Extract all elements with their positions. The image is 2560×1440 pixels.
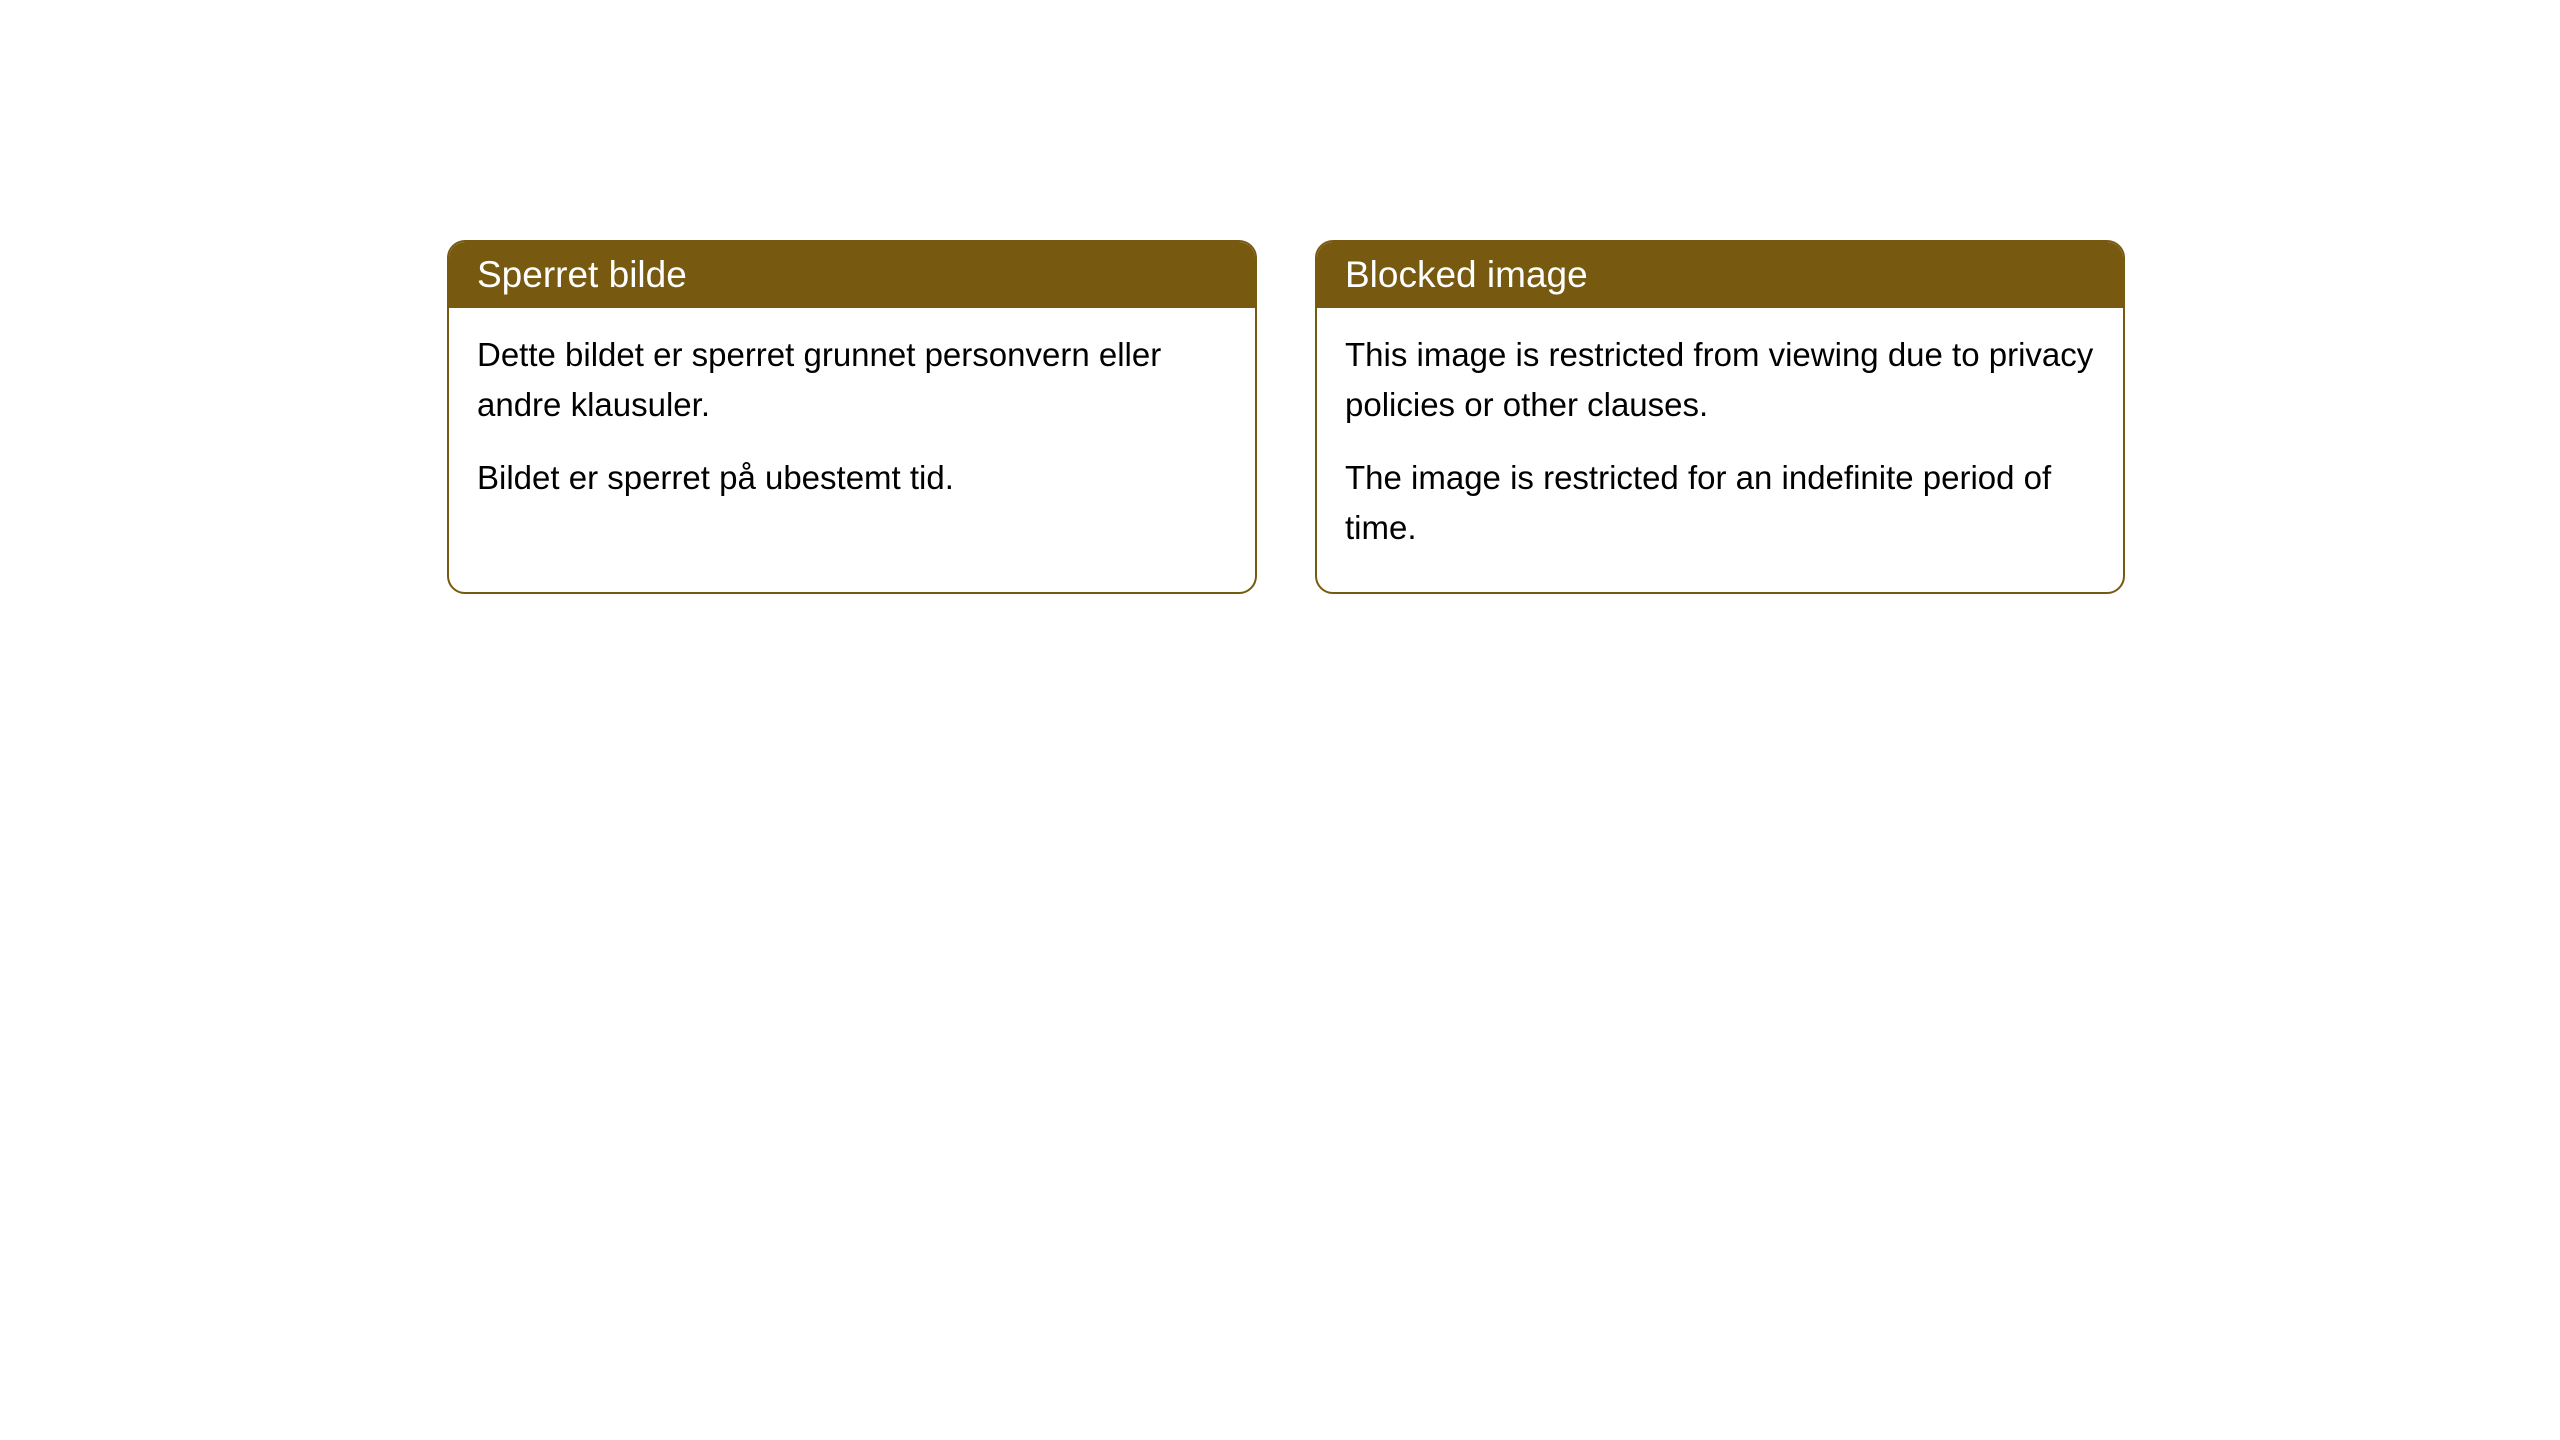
card-title: Blocked image — [1345, 254, 1588, 295]
notice-card-norwegian: Sperret bilde Dette bildet er sperret gr… — [447, 240, 1257, 594]
card-header-norwegian: Sperret bilde — [449, 242, 1255, 308]
card-paragraph: This image is restricted from viewing du… — [1345, 330, 2095, 429]
card-body-english: This image is restricted from viewing du… — [1317, 308, 2123, 592]
card-header-english: Blocked image — [1317, 242, 2123, 308]
notice-cards-container: Sperret bilde Dette bildet er sperret gr… — [447, 240, 2125, 594]
card-paragraph: Dette bildet er sperret grunnet personve… — [477, 330, 1227, 429]
card-title: Sperret bilde — [477, 254, 687, 295]
card-paragraph: The image is restricted for an indefinit… — [1345, 453, 2095, 552]
notice-card-english: Blocked image This image is restricted f… — [1315, 240, 2125, 594]
card-body-norwegian: Dette bildet er sperret grunnet personve… — [449, 308, 1255, 543]
card-paragraph: Bildet er sperret på ubestemt tid. — [477, 453, 1227, 503]
